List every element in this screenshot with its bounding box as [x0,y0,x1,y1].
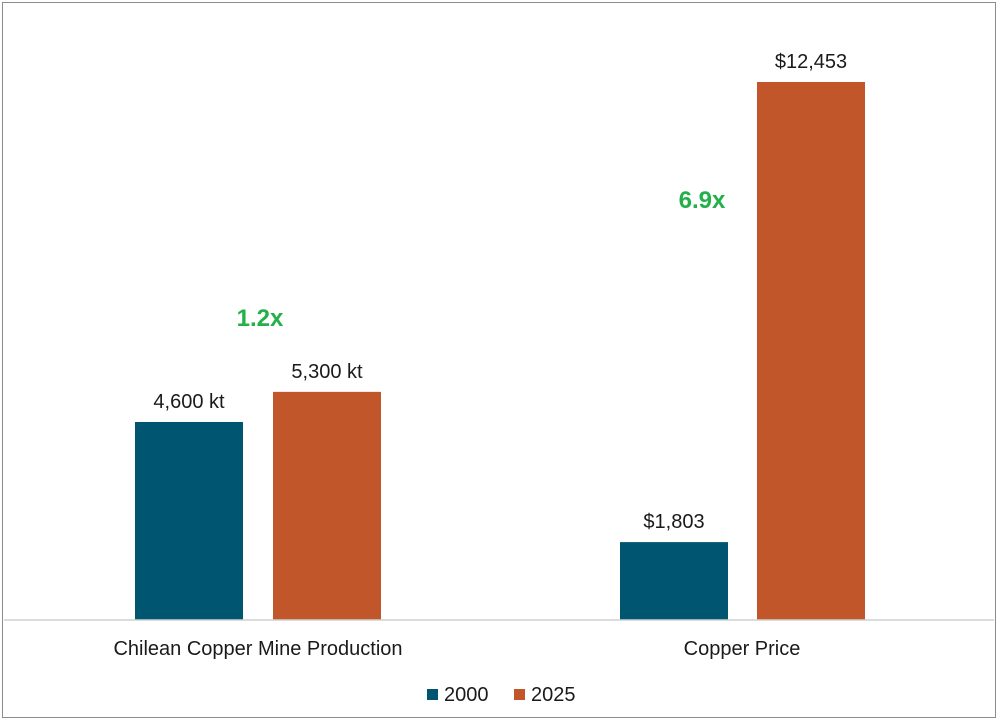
bar-2025-price [757,82,865,620]
data-label: $1,803 [643,511,704,533]
category-label: Chilean Copper Mine Production [113,638,402,660]
legend-label-2000: 2000 [444,684,489,706]
bar-2000-production [135,422,243,620]
legend-swatch-2000 [427,689,438,700]
data-label: $12,453 [775,51,847,73]
legend-swatch-2025 [514,689,525,700]
bar-2000-price [620,542,728,620]
data-label: 4,600 kt [153,391,225,413]
growth-multiple-annotation: 6.9x [679,187,726,214]
legend-label-2025: 2025 [531,684,576,706]
category-label: Copper Price [684,638,801,660]
bar-2025-production [273,391,381,620]
data-label: 5,300 kt [291,361,363,383]
growth-multiple-annotation: 1.2x [237,305,284,332]
